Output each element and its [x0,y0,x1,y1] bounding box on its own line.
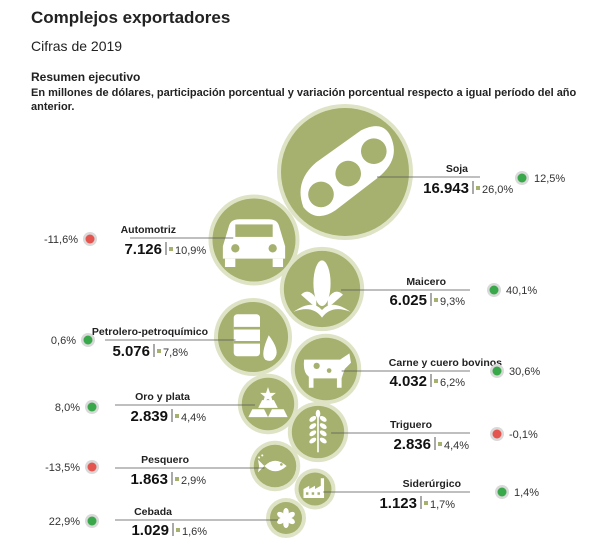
series-share: 7,8% [163,347,188,359]
share-marker [476,186,480,190]
bubble-maicero [279,246,365,332]
share-marker [434,298,438,302]
label-group-triguero: Triguero 2.836 4,4% -0,1% [331,419,538,453]
label-group-siderurgico: Siderúrgico 1.123 1,7% 1,4% [323,478,539,512]
variation-dot [87,402,97,412]
corn-icon [293,260,351,318]
label-group-pesquero: Pesquero 1.863 2,9% -13,5% [45,454,265,488]
label-group-soja: Soja 16.943 26,0% 12,5% [377,163,565,197]
series-variation: 0,6% [51,335,76,347]
series-variation: -11,6% [44,234,78,246]
series-share: 1,6% [182,526,207,538]
label-group-oro: Oro y plata 2.839 4,4% 8,0% [55,391,255,425]
label-group-cebada: Cebada 1.029 1,6% 22,9% [49,506,278,539]
label-group-petrolero: Petrolero-petroquímico 5.076 7,8% 0,6% [51,326,236,360]
barley-icon [277,508,295,528]
series-value: 16.943 [423,180,469,197]
page-subtitle: Cifras de 2019 [31,38,123,54]
fish-icon [258,454,287,473]
series-name: Triguero [390,419,432,431]
share-marker [176,528,180,532]
oil-barrel-icon [233,314,277,361]
summary-description: En millones de dólares, participación po… [31,87,577,113]
series-name: Automotriz [121,224,176,236]
series-name: Carne y cuero bovinos [389,357,502,369]
share-marker [434,379,438,383]
series-variation: 12,5% [534,173,565,185]
car-icon [222,219,286,267]
series-value: 6.025 [389,292,427,309]
bubble-soja [277,104,413,240]
series-share: 4,4% [444,440,469,452]
bubble-carne [290,333,362,405]
variation-dot [87,516,97,526]
share-marker [424,501,428,505]
series-value: 7.126 [124,241,162,258]
series-variation: 22,9% [49,516,80,528]
series-share: 1,7% [430,499,455,511]
bubble-triguero [287,401,349,463]
share-marker [169,247,173,251]
series-variation: -13,5% [45,462,80,474]
variation-dot [83,335,93,345]
share-marker [175,477,179,481]
summary-heading: Resumen ejecutivo [31,70,141,84]
series-value: 1.123 [379,495,417,512]
wheat-icon [309,409,327,453]
share-marker [438,442,442,446]
bubble-automotriz [208,194,300,286]
series-name: Soja [446,163,468,175]
bubble-cebada [266,498,306,538]
series-share: 4,4% [181,412,206,424]
factory-icon [303,478,325,499]
series-value: 2.836 [393,436,431,453]
series-share: 10,9% [175,245,206,257]
series-value: 5.076 [112,343,150,360]
variation-dot [87,462,97,472]
gold-bars-icon [248,386,288,418]
series-value: 4.032 [389,373,427,390]
label-group-carne: Carne y cuero bovinos 4.032 6,2% 30,6% [341,357,540,390]
series-share: 6,2% [440,377,465,389]
variation-dot [492,429,502,439]
share-marker [175,414,179,418]
variation-dot [492,366,502,376]
series-name: Pesquero [141,454,189,466]
series-name: Maicero [406,276,446,288]
series-share: 9,3% [440,296,465,308]
variation-dot [489,285,499,295]
series-value: 1.863 [130,471,168,488]
bubble-siderurgico [294,468,336,510]
label-group-automotriz: Automotriz 7.126 10,9% -11,6% [44,224,234,258]
series-name: Oro y plata [135,391,190,403]
cow-icon [303,353,351,388]
bubble-pesquero [249,440,301,492]
series-share: 2,9% [181,475,206,487]
variation-dot [517,173,527,183]
series-name: Siderúrgico [403,478,461,490]
series-variation: 1,4% [514,487,539,499]
bubble-petrolero [213,297,293,377]
page-title: Complejos exportadores [31,8,231,27]
series-name: Petrolero-petroquímico [92,326,208,338]
variation-dot [497,487,507,497]
series-name: Cebada [134,506,172,518]
share-marker [157,349,161,353]
variation-dot [85,234,95,244]
series-variation: 40,1% [506,285,537,297]
series-variation: -0,1% [509,429,538,441]
label-group-maicero: Maicero 6.025 9,3% 40,1% [341,276,537,309]
series-value: 1.029 [131,522,169,539]
series-variation: 30,6% [509,366,540,378]
series-share: 26,0% [482,184,513,196]
soybean-pod-icon [300,126,394,217]
bubble-oro [237,373,299,435]
series-value: 2.839 [130,408,168,425]
series-variation: 8,0% [55,402,80,414]
